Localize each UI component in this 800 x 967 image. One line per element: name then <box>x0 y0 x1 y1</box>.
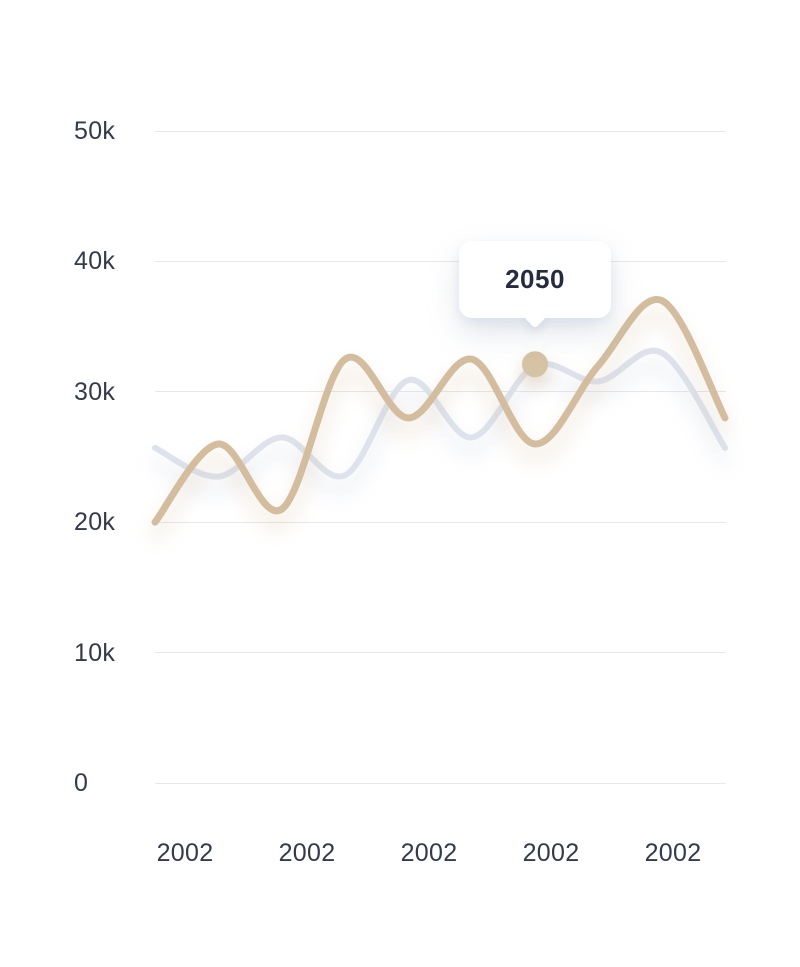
hover-marker-dot[interactable] <box>522 351 548 378</box>
tooltip-value: 2050 <box>505 264 565 295</box>
gridline <box>155 260 726 262</box>
gridline <box>155 130 726 132</box>
x-axis-tick-label: 2002 <box>522 839 580 867</box>
y-axis-tick-label: 20k <box>74 508 116 537</box>
gray-series-line[interactable] <box>152 347 728 480</box>
y-axis-tick-label: 0 <box>74 769 89 797</box>
gridline <box>155 521 726 523</box>
gridline <box>155 652 726 654</box>
x-axis-tick-label: 2002 <box>644 839 702 867</box>
gridline <box>155 782 726 784</box>
y-axis-tick-label: 30k <box>74 377 116 406</box>
tooltip: 2050 <box>459 241 611 329</box>
y-axis-tick-label: 40k <box>74 247 116 276</box>
y-axis-tick-label: 50k <box>74 117 116 145</box>
x-axis-tick-label: 2002 <box>400 839 458 867</box>
y-axis-tick-label: 10k <box>74 638 116 667</box>
beige-series-line[interactable] <box>151 296 729 526</box>
x-axis-tick-label: 2002 <box>278 839 336 867</box>
x-axis-tick-label: 2002 <box>156 839 214 867</box>
